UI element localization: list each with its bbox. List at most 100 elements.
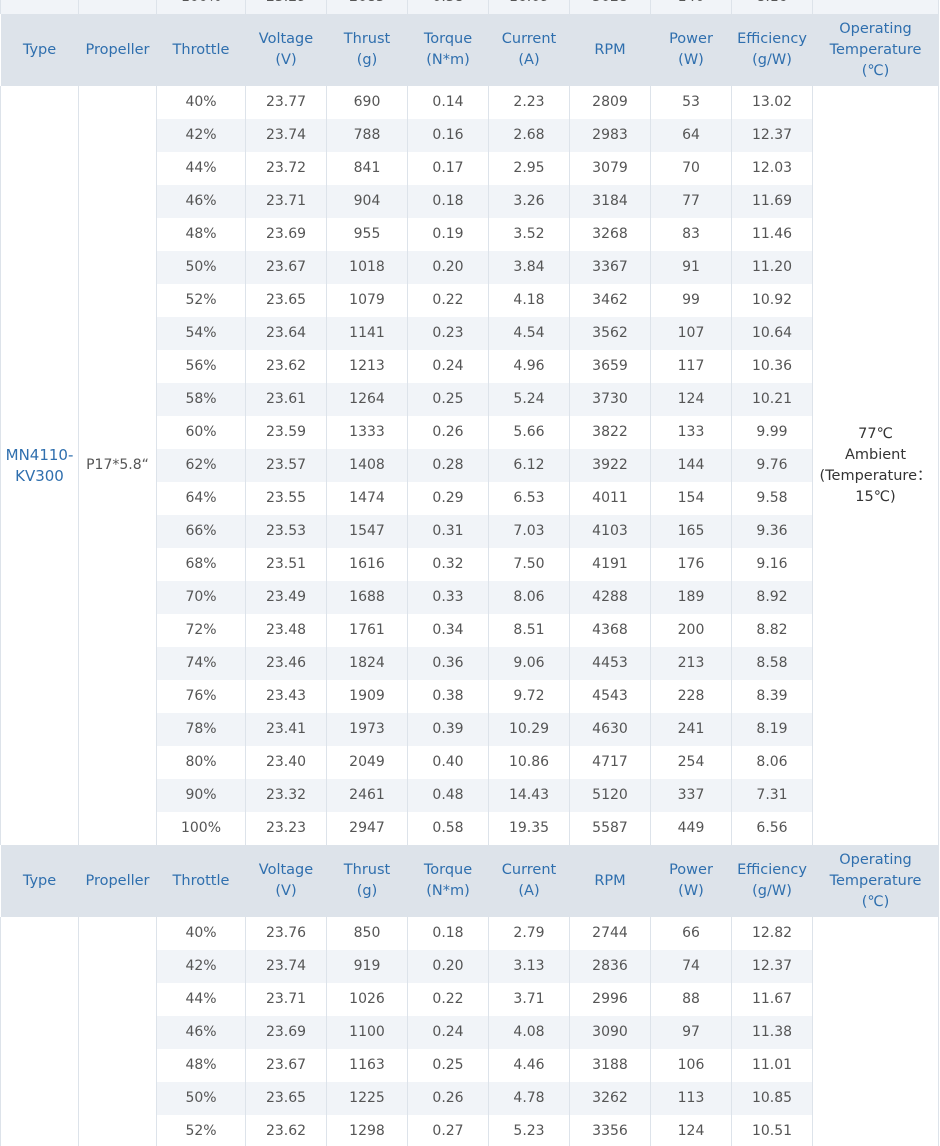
- cell: 58%: [156, 383, 246, 416]
- cell: 4.54: [488, 317, 570, 350]
- cell: 3367: [569, 251, 651, 284]
- cell: 8.82: [731, 614, 813, 647]
- cell: 76%: [156, 680, 246, 713]
- cell: 2.23: [488, 86, 570, 119]
- cell: 1213: [326, 350, 408, 383]
- cell: 241: [650, 713, 732, 746]
- cell: 40%: [156, 86, 246, 119]
- cell: 5587: [569, 812, 651, 845]
- cell: 0.22: [407, 983, 489, 1016]
- cell: 1973: [326, 713, 408, 746]
- cell: 0.32: [407, 548, 489, 581]
- cell: 9.58: [731, 482, 813, 515]
- cell: 4717: [569, 746, 651, 779]
- cell: 12.03: [731, 152, 813, 185]
- cell: 0.39: [407, 713, 489, 746]
- cell: 0.18: [407, 917, 489, 950]
- cell: 0.29: [407, 482, 489, 515]
- cell: 23.69: [245, 1016, 327, 1049]
- cell: 13.02: [731, 86, 813, 119]
- table-row: 76% 23.43 1909 0.38 9.72 4543 228 8.39: [1, 680, 939, 713]
- header-cell: Torque (N*m): [407, 14, 489, 86]
- cell: 1761: [326, 614, 408, 647]
- cell: 23.23: [245, 812, 327, 845]
- header-cell: Current (A): [488, 845, 570, 917]
- cell: 11.69: [731, 185, 813, 218]
- header-cell: Current (A): [488, 14, 570, 86]
- type-cell: [0, 917, 79, 1146]
- cell: 4543: [569, 680, 651, 713]
- cell: 3822: [569, 416, 651, 449]
- cell: 14.43: [488, 779, 570, 812]
- table-row: 50% 23.67 1018 0.20 3.84 3367 91 11.20: [1, 251, 939, 284]
- cell: 919: [326, 950, 408, 983]
- table-row: 78% 23.41 1973 0.39 10.29 4630 241 8.19: [1, 713, 939, 746]
- table-row: 56% 23.62 1213 0.24 4.96 3659 117 10.36: [1, 350, 939, 383]
- cell: 23.55: [245, 482, 327, 515]
- cell: 12.37: [731, 950, 813, 983]
- table-row: 68% 23.51 1616 0.32 7.50 4191 176 9.16: [1, 548, 939, 581]
- header-row: Type Propeller Throttle Voltage (V) Thrust (…: [0, 845, 939, 917]
- cell: 0.16: [407, 119, 489, 152]
- cell: 77: [650, 185, 732, 218]
- cell: 3188: [569, 1049, 651, 1082]
- cell: 23.71: [245, 185, 327, 218]
- cell: 1264: [326, 383, 408, 416]
- header-cell: Voltage (V): [245, 14, 327, 86]
- cell: 23.67: [245, 1049, 327, 1082]
- cell: 0.26: [407, 1082, 489, 1115]
- temperature-cell: 77℃ Ambient (Temperature： 15℃): [812, 86, 939, 845]
- cell: 0.25: [407, 383, 489, 416]
- cell: 90%: [156, 779, 246, 812]
- cell: 70%: [156, 581, 246, 614]
- cell: 23.57: [245, 449, 327, 482]
- cell: 8.58: [731, 647, 813, 680]
- cell: 56%: [156, 350, 246, 383]
- cell: 2947: [326, 812, 408, 845]
- cell: 1547: [326, 515, 408, 548]
- header-cell: Propeller: [78, 14, 157, 86]
- cell: 3562: [569, 317, 651, 350]
- cell: 5.23: [488, 1115, 570, 1146]
- cell: 12.82: [731, 917, 813, 950]
- cell: 23.40: [245, 746, 327, 779]
- cell: 23.51: [245, 548, 327, 581]
- cell: 841: [326, 152, 408, 185]
- cell: 23.74: [245, 950, 327, 983]
- cell: [812, 0, 939, 14]
- cell: 68%: [156, 548, 246, 581]
- cell: 0.40: [407, 746, 489, 779]
- cell: 2461: [326, 779, 408, 812]
- cell: 4.96: [488, 350, 570, 383]
- cell: 1333: [326, 416, 408, 449]
- cell: 117: [650, 350, 732, 383]
- cell: 1141: [326, 317, 408, 350]
- cell: 23.72: [245, 152, 327, 185]
- cell: 200: [650, 614, 732, 647]
- cell: 0.31: [407, 515, 489, 548]
- cell: 1408: [326, 449, 408, 482]
- cell: 140: [650, 0, 732, 14]
- cell: 66%: [156, 515, 246, 548]
- cell: 4368: [569, 614, 651, 647]
- header-cell: Torque (N*m): [407, 845, 489, 917]
- cell: 11.46: [731, 218, 813, 251]
- cell: 4453: [569, 647, 651, 680]
- cell: 0.24: [407, 1016, 489, 1049]
- cell: 1079: [326, 284, 408, 317]
- table-row: 62% 23.57 1408 0.28 6.12 3922 144 9.76: [1, 449, 939, 482]
- cell: 23.43: [245, 680, 327, 713]
- cell: 8.06: [488, 581, 570, 614]
- cell: 6.53: [488, 482, 570, 515]
- header-cell: Throttle: [156, 845, 246, 917]
- table-row: 44% 23.72 841 0.17 2.95 3079 70 12.03: [1, 152, 939, 185]
- type-cell: MN4110- KV300: [0, 86, 79, 845]
- cell: 46%: [156, 1016, 246, 1049]
- cell: 2744: [569, 917, 651, 950]
- cell: 4011: [569, 482, 651, 515]
- cell: 23.46: [245, 647, 327, 680]
- cell: 4288: [569, 581, 651, 614]
- cell: 8.92: [731, 581, 813, 614]
- cell: 107: [650, 317, 732, 350]
